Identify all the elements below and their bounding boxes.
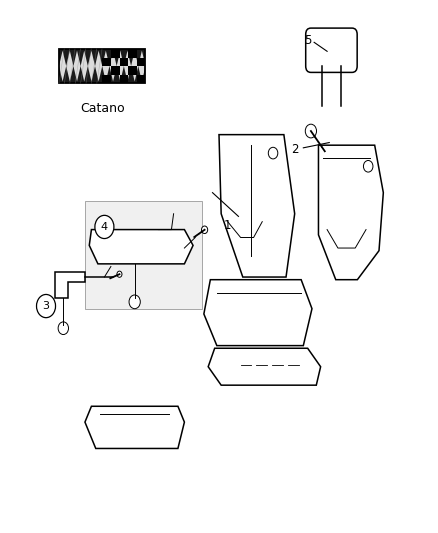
Circle shape (129, 295, 140, 309)
Polygon shape (208, 348, 321, 385)
Polygon shape (81, 51, 88, 82)
Polygon shape (102, 51, 110, 82)
Polygon shape (117, 51, 124, 82)
Circle shape (268, 147, 278, 159)
Polygon shape (110, 51, 117, 82)
Polygon shape (128, 66, 137, 75)
Polygon shape (128, 49, 137, 58)
Polygon shape (131, 51, 138, 82)
Text: 1: 1 (224, 219, 231, 232)
Polygon shape (89, 230, 193, 264)
Text: 5: 5 (304, 34, 311, 47)
Circle shape (117, 271, 122, 277)
Polygon shape (74, 51, 81, 82)
Text: Catano: Catano (80, 102, 124, 115)
FancyBboxPatch shape (306, 28, 357, 72)
Text: 3: 3 (42, 301, 49, 311)
Polygon shape (204, 280, 312, 345)
Polygon shape (137, 75, 145, 83)
Polygon shape (85, 200, 202, 309)
Polygon shape (59, 51, 66, 82)
Polygon shape (120, 75, 128, 83)
Polygon shape (59, 49, 145, 83)
Polygon shape (88, 51, 95, 82)
Circle shape (305, 124, 317, 138)
Circle shape (201, 226, 208, 233)
Circle shape (95, 215, 114, 239)
Circle shape (36, 294, 56, 318)
Polygon shape (138, 51, 145, 82)
Text: 4: 4 (101, 222, 108, 232)
Polygon shape (120, 58, 128, 66)
Polygon shape (318, 145, 383, 280)
Polygon shape (102, 58, 111, 66)
Text: 2: 2 (291, 143, 298, 156)
Polygon shape (55, 272, 85, 298)
Polygon shape (137, 58, 145, 66)
Polygon shape (219, 135, 295, 277)
Polygon shape (95, 51, 102, 82)
Polygon shape (111, 49, 120, 58)
Polygon shape (66, 51, 74, 82)
Polygon shape (111, 66, 120, 75)
Polygon shape (124, 51, 131, 82)
Circle shape (364, 160, 373, 172)
Polygon shape (85, 406, 184, 448)
Circle shape (58, 322, 68, 335)
Polygon shape (102, 75, 111, 83)
